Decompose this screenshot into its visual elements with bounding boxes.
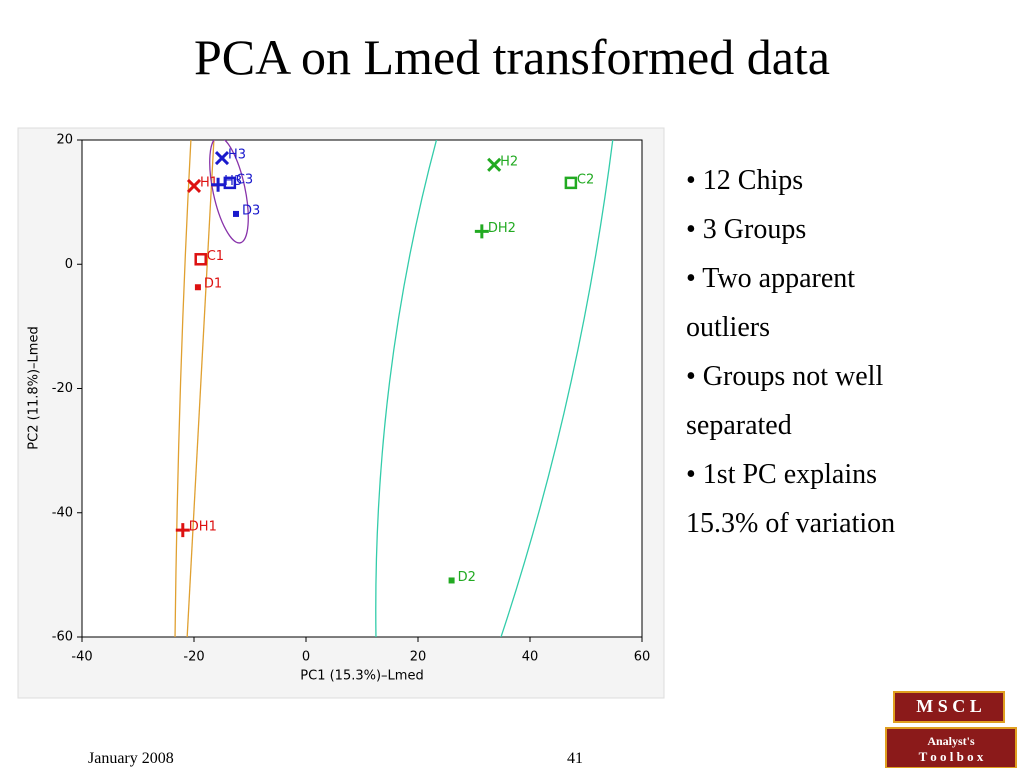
- bullet-line: 15.3% of variation: [686, 508, 896, 539]
- bullet-line: • 12 Chips: [686, 165, 804, 196]
- bullet-line: • 1st PC explains: [686, 459, 878, 490]
- plot-area: [81, 139, 643, 638]
- ellipse-green: [500, 140, 614, 637]
- point: C3: [223, 172, 253, 190]
- logo-top: [893, 691, 1005, 723]
- bullet-list: • 12 Chips • 3 Groups • Two apparent outlie…: [686, 156, 895, 548]
- ellipse-red: [186, 140, 215, 637]
- ellipse-green: [375, 140, 438, 637]
- point-label: D2: [458, 570, 476, 585]
- y-tick-label: 20: [56, 133, 73, 148]
- y-tick-label: 0: [65, 257, 73, 272]
- point-label: C1: [207, 249, 224, 264]
- point: DH2: [474, 221, 516, 239]
- slide-title: PCA on Lmed transformed data: [194, 29, 830, 85]
- x-axis-label: PC1 (15.3%)–Lmed: [300, 669, 423, 684]
- point-label: D1: [204, 277, 222, 292]
- logo: M S C L Analyst's T o o l b o x: [885, 691, 1017, 768]
- x-tick-label: 20: [410, 650, 427, 665]
- page-number: 41: [567, 750, 583, 767]
- point-label: H1: [200, 175, 218, 190]
- y-tick-label: -60: [52, 630, 73, 645]
- confidence-ellipses: [174, 140, 614, 637]
- marker-square: [194, 253, 207, 266]
- marker-dot: [233, 210, 239, 217]
- logo-text: T o o l b o x: [919, 749, 984, 764]
- x-tick-label: 0: [302, 650, 310, 665]
- point: H3: [214, 148, 246, 166]
- point: D3: [233, 203, 260, 218]
- bullet-line: • Groups not well: [686, 361, 884, 392]
- point: C2: [564, 172, 594, 190]
- point: C1: [194, 249, 224, 266]
- y-tick-label: -40: [52, 505, 73, 520]
- point-label: H2: [500, 154, 518, 169]
- y-axis-label: PC2 (11.8%)–Lmed: [27, 326, 42, 449]
- logo-bottom: [885, 727, 1017, 768]
- bullet-line: • Two apparent: [686, 263, 856, 294]
- marker-x: [186, 178, 202, 194]
- marker-dot: [448, 577, 455, 584]
- point-label: DH2: [488, 221, 516, 236]
- marker-x: [487, 157, 502, 172]
- point-label: C2: [577, 172, 594, 187]
- point-label: H3: [228, 148, 246, 163]
- point: H2: [487, 154, 518, 172]
- marker-plus: [211, 177, 226, 192]
- ellipse-blue: [209, 140, 249, 244]
- footer-date: January 2008: [88, 750, 174, 767]
- point-label: C3: [236, 172, 253, 187]
- marker-plus: [175, 523, 190, 538]
- logo-text: Analyst's: [927, 734, 975, 748]
- point: DH1: [175, 520, 217, 538]
- point-label: DH1: [189, 520, 217, 535]
- x-tick-label: -20: [183, 650, 204, 665]
- x-tick-label: 60: [634, 650, 651, 665]
- marker-dot: [194, 284, 201, 291]
- bullet-line: • 3 Groups: [686, 214, 807, 245]
- point: H1: [186, 175, 218, 194]
- ellipse-red: [174, 140, 192, 637]
- point: D1: [194, 277, 222, 292]
- point-label: D3: [242, 203, 260, 218]
- marker-x: [214, 150, 230, 166]
- x-tick-label: -40: [71, 650, 92, 665]
- y-tick-label: -20: [52, 381, 73, 396]
- x-tick-label: 40: [522, 650, 539, 665]
- marker-square: [564, 176, 578, 190]
- logo-text: M S C L: [916, 696, 982, 716]
- bullet-line: outliers: [686, 312, 770, 343]
- point: D2: [448, 570, 476, 585]
- marker-square: [223, 176, 237, 190]
- marker-plus: [474, 224, 489, 239]
- bullet-line: separated: [686, 410, 792, 441]
